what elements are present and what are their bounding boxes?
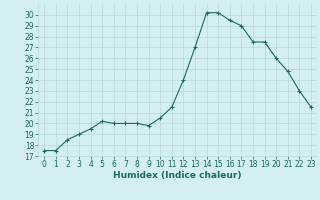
X-axis label: Humidex (Indice chaleur): Humidex (Indice chaleur): [113, 171, 242, 180]
